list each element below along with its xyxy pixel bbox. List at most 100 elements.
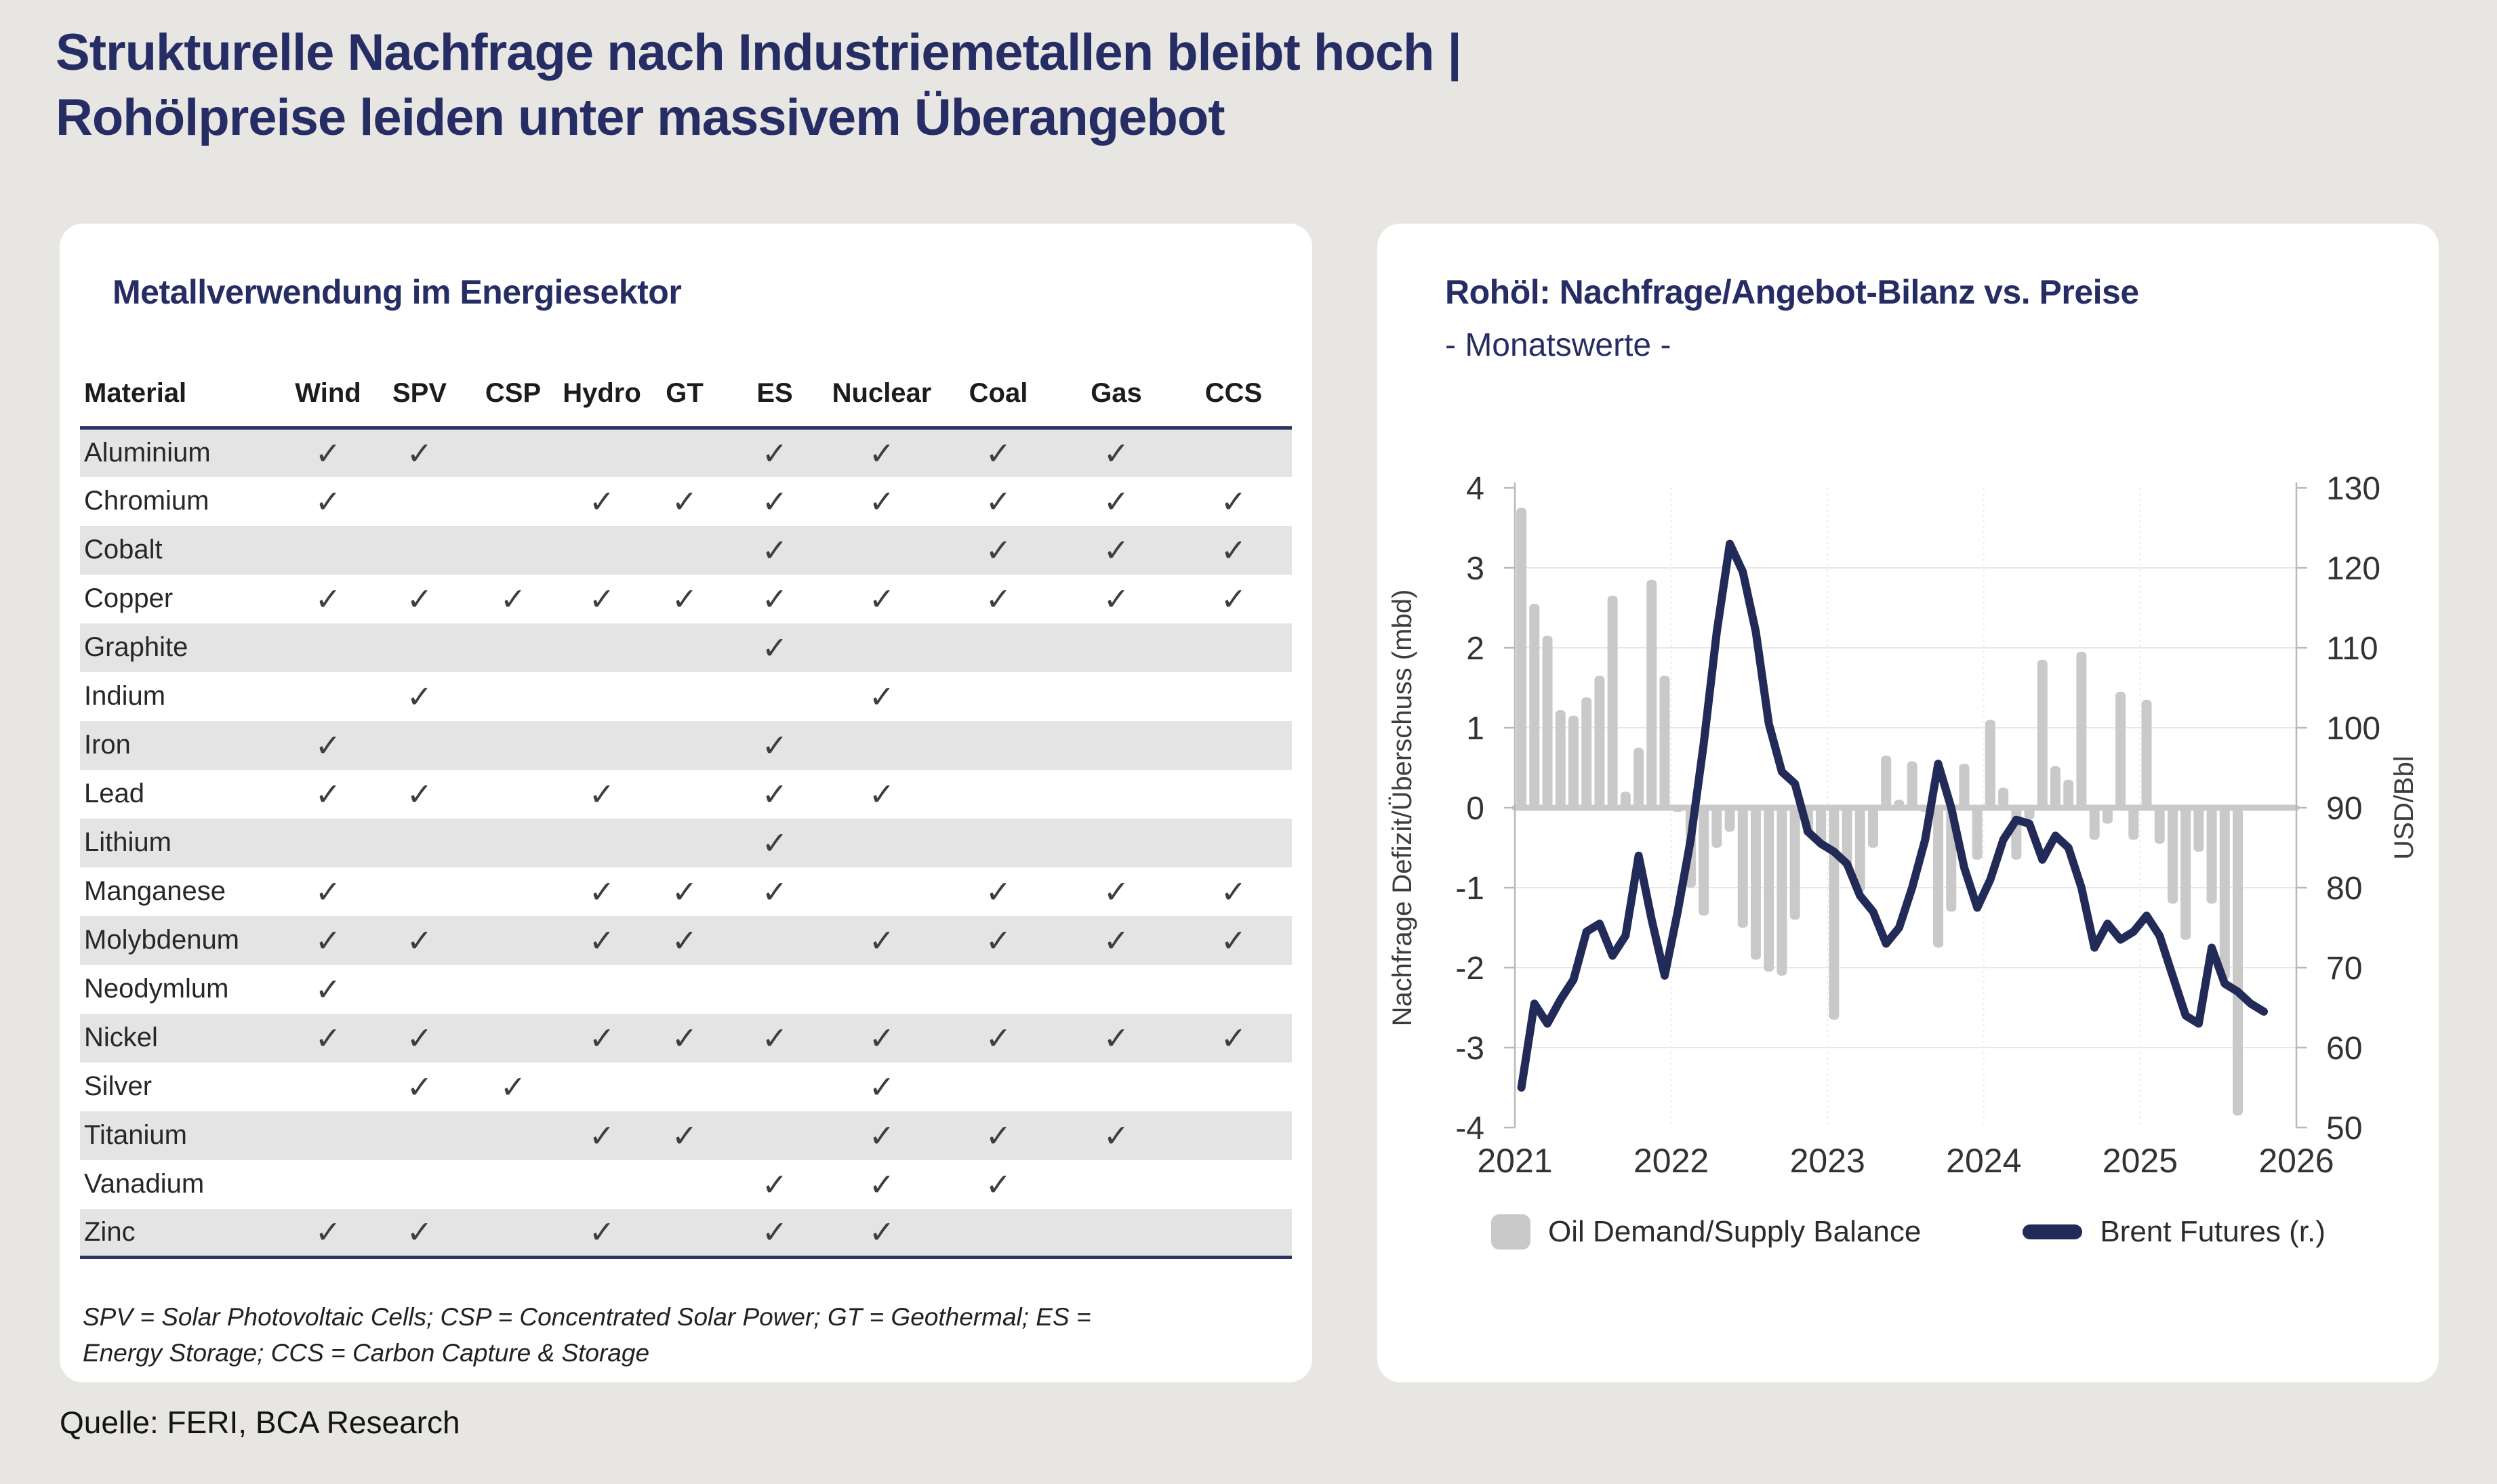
table-row-titanium: Titanium ✓ ✓ ✓ ✓ ✓ bbox=[80, 1111, 1292, 1160]
balance-bar bbox=[1829, 808, 1840, 1020]
check-cell-empty bbox=[466, 867, 560, 916]
balance-bar bbox=[2089, 808, 2100, 840]
check-mark-icon: ✓ bbox=[1103, 1117, 1130, 1154]
check-mark-icon: ✓ bbox=[1220, 531, 1247, 569]
check-cell-empty bbox=[1175, 819, 1292, 867]
balance-bar bbox=[1842, 808, 1852, 868]
check-mark-icon: ✓ bbox=[314, 970, 342, 1008]
balance-bar bbox=[1542, 636, 1553, 808]
page-title-line-2: Rohölpreise leiden unter massivem Überan… bbox=[56, 88, 1225, 146]
check-cell-empty bbox=[560, 1063, 644, 1111]
check-mark-icon: ✓ bbox=[868, 775, 895, 812]
check-mark-icon: ✓ bbox=[868, 482, 895, 520]
check-cell-empty bbox=[1175, 1209, 1292, 1258]
table-row-indium: Indium ✓ ✓ bbox=[80, 672, 1292, 721]
check-mark-icon: ✓ bbox=[406, 580, 433, 617]
balance-bar bbox=[1933, 808, 1944, 948]
balance-bar bbox=[1646, 579, 1657, 808]
material-cell: Neodymlum bbox=[84, 974, 229, 1004]
check-cell-empty bbox=[560, 526, 644, 575]
y-tick-label-left: -1 bbox=[1455, 871, 1484, 907]
page-title-line-1: Strukturelle Nachfrage nach Industriemet… bbox=[56, 24, 1462, 81]
check-mark-icon: ✓ bbox=[314, 482, 342, 520]
check-cell-empty bbox=[283, 819, 373, 867]
check-cell-empty bbox=[644, 672, 725, 721]
legend-label-brent: Brent Futures (r.) bbox=[2100, 1215, 2326, 1248]
y-tick-label-right: 50 bbox=[2326, 1111, 2362, 1147]
check-mark-icon: ✓ bbox=[1103, 922, 1130, 959]
table-row-zinc: Zinc ✓ ✓ ✓ ✓ ✓ bbox=[80, 1208, 1292, 1258]
balance-bar bbox=[1699, 808, 1709, 916]
column-header-material: Material bbox=[84, 378, 187, 408]
material-cell: Lead bbox=[84, 779, 144, 808]
check-cell-empty bbox=[644, 526, 725, 575]
balance-bar bbox=[1789, 808, 1800, 920]
table-row-copper: Copper ✓ ✓ ✓ ✓ ✓ ✓ ✓ ✓ ✓ ✓ bbox=[80, 575, 1292, 623]
check-mark-icon: ✓ bbox=[1103, 531, 1130, 569]
check-cell-empty bbox=[1175, 1111, 1292, 1160]
check-mark-icon: ✓ bbox=[761, 531, 788, 569]
check-cell-empty bbox=[644, 1209, 725, 1258]
check-mark-icon: ✓ bbox=[406, 678, 433, 715]
balance-bar bbox=[2154, 808, 2165, 844]
check-mark-icon: ✓ bbox=[761, 482, 788, 520]
check-cell-empty bbox=[466, 1160, 560, 1209]
material-cell: Zinc bbox=[84, 1216, 136, 1247]
check-mark-icon: ✓ bbox=[1220, 873, 1247, 910]
balance-bar bbox=[1529, 604, 1540, 808]
check-cell-empty bbox=[373, 1111, 466, 1160]
check-mark-icon: ✓ bbox=[761, 1019, 788, 1056]
oil-subtitle: - Monatswerte - bbox=[1445, 327, 1671, 363]
check-mark-icon: ✓ bbox=[985, 873, 1012, 910]
check-cell-empty bbox=[824, 867, 939, 916]
check-cell-empty bbox=[466, 477, 560, 526]
check-mark-icon: ✓ bbox=[761, 824, 788, 861]
balance-bar bbox=[1607, 596, 1618, 808]
balance-bar bbox=[1854, 808, 1865, 892]
balance-bar bbox=[1633, 747, 1644, 808]
check-cell-empty bbox=[824, 819, 939, 867]
check-mark-icon: ✓ bbox=[314, 434, 342, 472]
column-header-spv: SPV bbox=[392, 378, 447, 408]
table-row-manganese: Manganese ✓ ✓ ✓ ✓ ✓ ✓ ✓ bbox=[80, 867, 1292, 916]
material-cell: Graphite bbox=[84, 632, 188, 662]
check-mark-icon: ✓ bbox=[314, 726, 342, 764]
balance-bar bbox=[1985, 720, 1995, 808]
check-cell-empty bbox=[283, 1063, 373, 1111]
check-cell-empty bbox=[1057, 819, 1175, 867]
table-row-silver: Silver ✓ ✓ ✓ bbox=[80, 1063, 1292, 1111]
check-cell-empty bbox=[939, 965, 1057, 1014]
check-mark-icon: ✓ bbox=[985, 1166, 1012, 1203]
y-tick-label-left: 2 bbox=[1466, 631, 1484, 667]
y-tick-label-right: 100 bbox=[2326, 711, 2380, 747]
check-mark-icon: ✓ bbox=[314, 775, 342, 812]
check-cell-empty bbox=[824, 526, 939, 575]
check-cell-empty bbox=[939, 1063, 1057, 1111]
check-mark-icon: ✓ bbox=[500, 580, 527, 617]
check-cell-empty bbox=[939, 819, 1057, 867]
check-cell-empty bbox=[644, 623, 725, 672]
check-cell-empty bbox=[466, 770, 560, 819]
check-cell-empty bbox=[824, 721, 939, 770]
material-cell: Copper bbox=[84, 583, 174, 613]
balance-bar bbox=[1568, 716, 1579, 808]
check-cell-empty bbox=[560, 721, 644, 770]
material-cell: Molybdenum bbox=[84, 925, 240, 955]
check-mark-icon: ✓ bbox=[314, 1214, 342, 1251]
metals-table-body: Aluminium ✓ ✓ ✓ ✓ ✓ ✓ Chromium ✓ ✓ ✓ ✓ ✓ ✓ ✓ ✓ Cobalt ✓ ✓ ✓… bbox=[80, 428, 1292, 1258]
check-mark-icon: ✓ bbox=[406, 1019, 433, 1056]
column-header-gas: Gas bbox=[1091, 378, 1142, 408]
y-tick-label-right: 90 bbox=[2326, 791, 2362, 827]
check-mark-icon: ✓ bbox=[1103, 1019, 1130, 1056]
check-cell-empty bbox=[560, 1160, 644, 1209]
check-cell-empty bbox=[1175, 721, 1292, 770]
check-mark-icon: ✓ bbox=[588, 1214, 615, 1251]
check-mark-icon: ✓ bbox=[868, 1214, 895, 1251]
y-tick-label-left: 1 bbox=[1466, 711, 1484, 747]
check-cell-empty bbox=[644, 721, 725, 770]
check-cell-empty bbox=[283, 1160, 373, 1209]
check-mark-icon: ✓ bbox=[671, 1019, 698, 1056]
check-mark-icon: ✓ bbox=[985, 1117, 1012, 1154]
balance-bar bbox=[1711, 808, 1722, 848]
check-cell-empty bbox=[283, 526, 373, 575]
